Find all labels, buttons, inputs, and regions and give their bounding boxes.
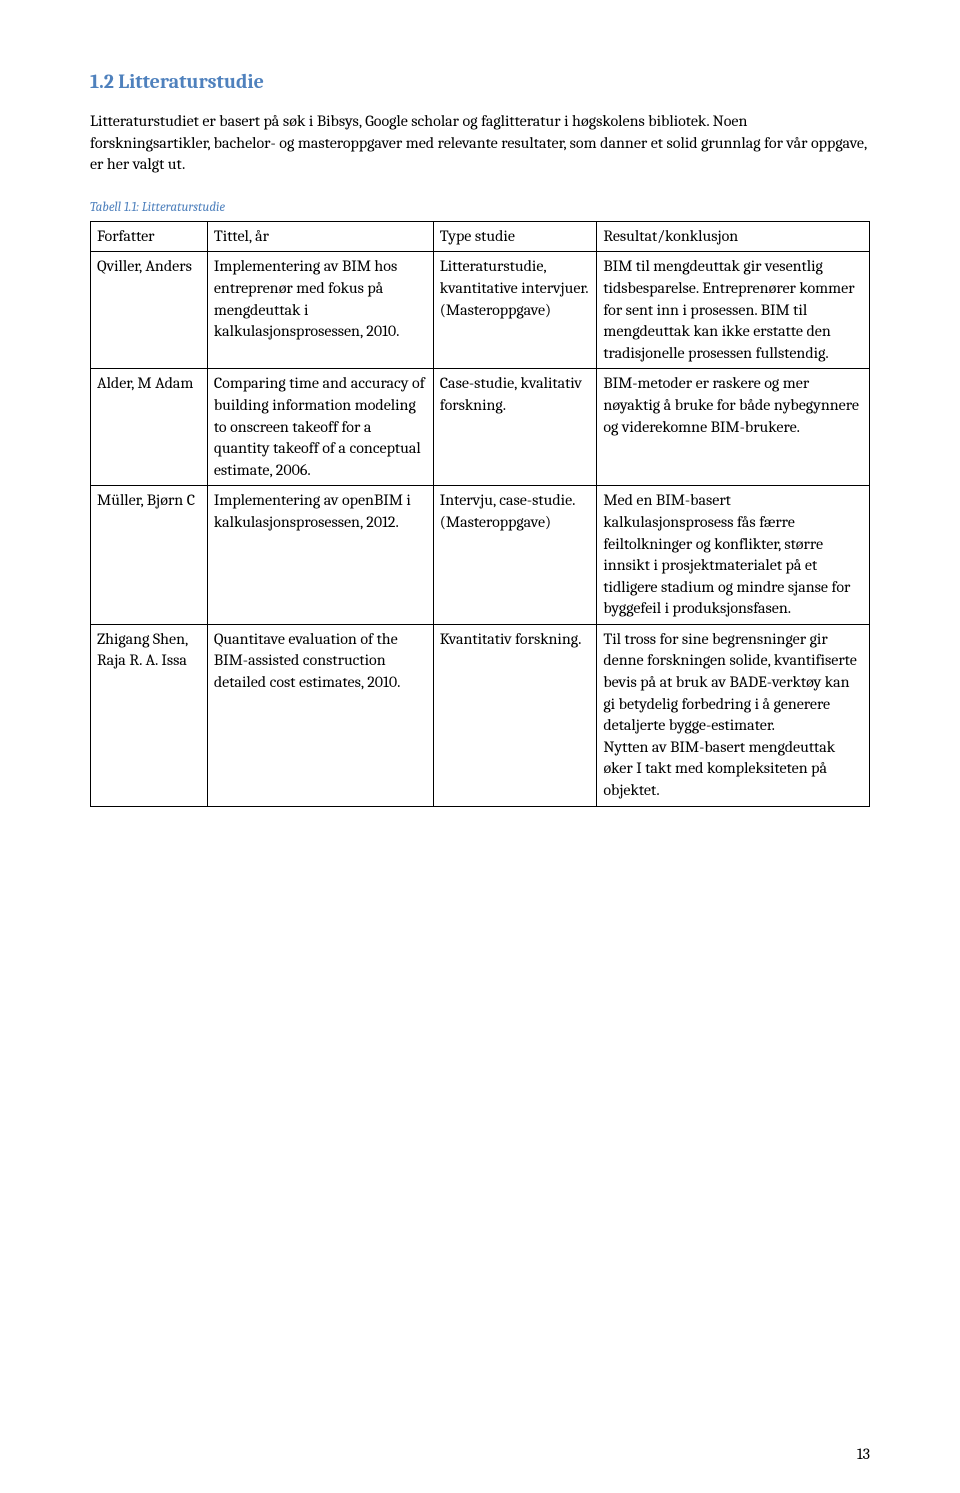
cell-type: Intervju, case-studie. (Masteroppgave) bbox=[433, 486, 597, 625]
cell-forfatter: Müller, Bjørn C bbox=[91, 486, 208, 625]
cell-type: Case-studie, kvalitativ forskning. bbox=[433, 369, 597, 486]
cell-tittel: Implementering av BIM hos entreprenør me… bbox=[207, 252, 433, 369]
cell-tittel: Quantitave evaluation of the BIM-assiste… bbox=[207, 624, 433, 806]
cell-resultat: Til tross for sine begrensninger gir den… bbox=[597, 624, 870, 806]
section-heading: 1.2 Litteraturstudie bbox=[90, 70, 870, 93]
table-row: Zhigang Shen, Raja R. A. Issa Quantitave… bbox=[91, 624, 870, 806]
cell-forfatter: Alder, M Adam bbox=[91, 369, 208, 486]
cell-tittel: Implementering av openBIM i kalkulasjons… bbox=[207, 486, 433, 625]
col-header-tittel: Tittel, år bbox=[207, 221, 433, 252]
col-header-type: Type studie bbox=[433, 221, 597, 252]
cell-tittel: Comparing time and accuracy of building … bbox=[207, 369, 433, 486]
col-header-forfatter: Forfatter bbox=[91, 221, 208, 252]
cell-resultat: BIM-metoder er raskere og mer nøyaktig å… bbox=[597, 369, 870, 486]
cell-type: Litteraturstudie, kvantitative intervjue… bbox=[433, 252, 597, 369]
intro-paragraph: Litteraturstudiet er basert på søk i Bib… bbox=[90, 111, 870, 176]
table-caption: Tabell 1.1: Litteraturstudie bbox=[90, 200, 870, 215]
literature-table: Forfatter Tittel, år Type studie Resulta… bbox=[90, 221, 870, 807]
table-row: Müller, Bjørn C Implementering av openBI… bbox=[91, 486, 870, 625]
cell-type: Kvantitativ forskning. bbox=[433, 624, 597, 806]
col-header-resultat: Resultat/konklusjon bbox=[597, 221, 870, 252]
table-header-row: Forfatter Tittel, år Type studie Resulta… bbox=[91, 221, 870, 252]
page-number: 13 bbox=[857, 1445, 870, 1463]
table-row: Qviller, Anders Implementering av BIM ho… bbox=[91, 252, 870, 369]
cell-resultat: Med en BIM-basert kalkulasjonsprosess få… bbox=[597, 486, 870, 625]
cell-forfatter: Zhigang Shen, Raja R. A. Issa bbox=[91, 624, 208, 806]
table-row: Alder, M Adam Comparing time and accurac… bbox=[91, 369, 870, 486]
cell-resultat: BIM til mengdeuttak gir vesentlig tidsbe… bbox=[597, 252, 870, 369]
cell-forfatter: Qviller, Anders bbox=[91, 252, 208, 369]
